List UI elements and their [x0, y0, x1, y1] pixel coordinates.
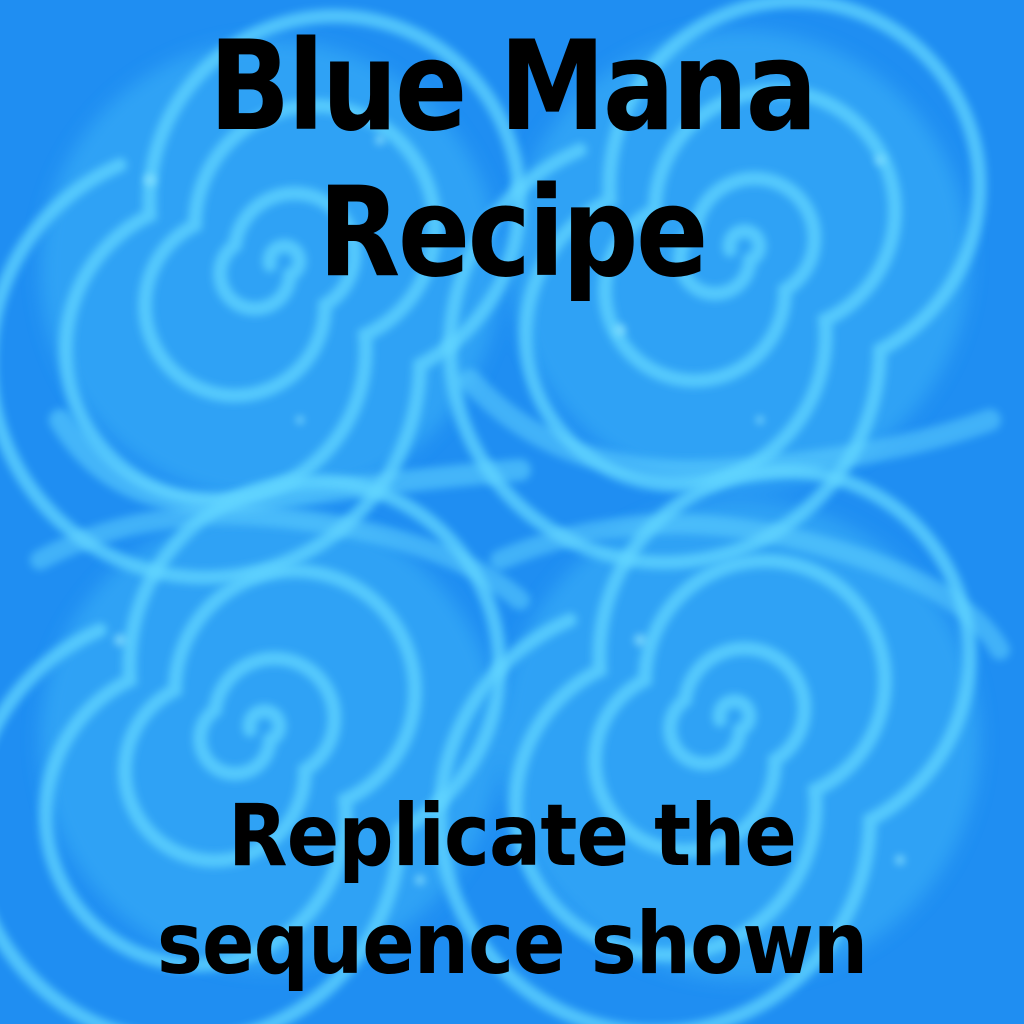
title-line-2: Recipe [318, 161, 708, 305]
swirl-top-left [0, 8, 531, 585]
swirl-bottom-right [433, 463, 1010, 1024]
instruction-text: Replicate the sequence shown [51, 782, 973, 998]
page-title: Blue Mana Recipe [72, 14, 953, 306]
title-line-1: Blue Mana [209, 15, 818, 159]
instruction-line-1: Replicate the [227, 786, 797, 886]
swirl-bottom-left [0, 473, 530, 1024]
instruction-line-2: sequence shown [156, 894, 868, 994]
swirl-top-right [443, 0, 1001, 570]
